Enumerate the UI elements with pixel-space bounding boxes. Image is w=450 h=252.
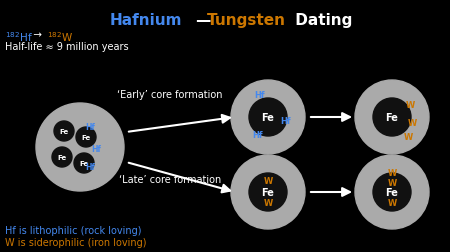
Text: W: W xyxy=(403,133,413,142)
Text: $^{182}$W: $^{182}$W xyxy=(47,30,73,44)
Circle shape xyxy=(355,155,429,229)
Text: Fe: Fe xyxy=(81,135,90,140)
Text: Hf: Hf xyxy=(91,145,101,154)
Circle shape xyxy=(76,128,96,147)
Text: W: W xyxy=(263,177,273,186)
Text: Fe: Fe xyxy=(59,129,68,135)
Text: Hf: Hf xyxy=(85,163,95,172)
Circle shape xyxy=(249,173,287,211)
Text: Hf: Hf xyxy=(253,131,263,140)
Text: $^{182}$Hf: $^{182}$Hf xyxy=(5,30,33,44)
Text: Fe: Fe xyxy=(79,160,89,166)
Text: Fe: Fe xyxy=(386,113,398,122)
Circle shape xyxy=(54,121,74,141)
Text: Fe: Fe xyxy=(58,154,67,160)
Text: Fe: Fe xyxy=(261,113,274,122)
Text: W: W xyxy=(387,168,396,177)
Text: Tungsten: Tungsten xyxy=(207,13,286,28)
Text: Hf is lithophilic (rock loving): Hf is lithophilic (rock loving) xyxy=(5,225,141,235)
Text: ‘Early’ core formation: ‘Early’ core formation xyxy=(117,90,223,100)
Text: Hafnium: Hafnium xyxy=(110,13,183,28)
Text: Fe: Fe xyxy=(261,187,274,197)
Text: W: W xyxy=(387,199,396,208)
Text: —: — xyxy=(195,13,211,28)
Circle shape xyxy=(231,81,305,154)
Text: Dating: Dating xyxy=(290,13,352,28)
Circle shape xyxy=(52,147,72,167)
Circle shape xyxy=(231,155,305,229)
Text: Hf: Hf xyxy=(85,123,95,132)
Text: Fe: Fe xyxy=(386,187,398,197)
Text: Half-life ≈ 9 million years: Half-life ≈ 9 million years xyxy=(5,42,129,52)
Text: W is siderophilic (iron loving): W is siderophilic (iron loving) xyxy=(5,237,147,247)
Circle shape xyxy=(36,104,124,191)
Circle shape xyxy=(249,99,287,137)
Text: ‘Late’ core formation: ‘Late’ core formation xyxy=(119,174,221,184)
Circle shape xyxy=(373,173,411,211)
Text: Hf: Hf xyxy=(281,117,291,126)
Text: W: W xyxy=(387,179,396,188)
Circle shape xyxy=(373,99,411,137)
Circle shape xyxy=(74,153,94,173)
Text: →: → xyxy=(30,30,45,40)
Text: W: W xyxy=(405,101,414,110)
Text: W: W xyxy=(407,118,417,127)
Text: Hf: Hf xyxy=(255,91,266,100)
Text: W: W xyxy=(263,199,273,208)
Circle shape xyxy=(355,81,429,154)
